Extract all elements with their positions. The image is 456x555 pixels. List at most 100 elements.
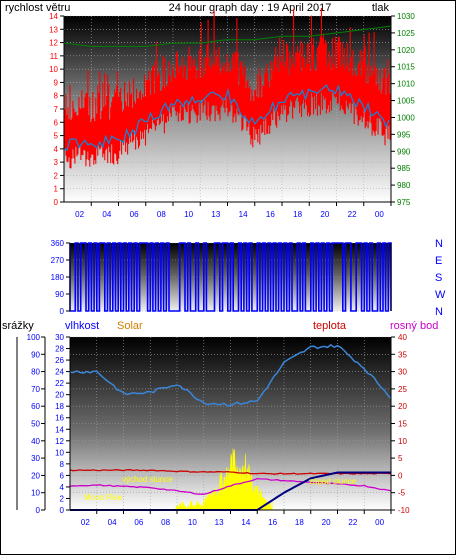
- time-tick-label: 22: [348, 210, 357, 219]
- chart-title: 24 hour graph day : 19 April 2017: [169, 2, 332, 14]
- humidity-tick-label: 20: [31, 471, 40, 480]
- wind-tick-label: 2: [54, 171, 59, 180]
- temp-label: teplota: [313, 320, 347, 332]
- time-tick-label: 13: [215, 518, 224, 527]
- humidity-line: [69, 343, 392, 407]
- wind-tick-label: 8: [54, 92, 59, 101]
- pressure-tick-label: 1015: [397, 63, 415, 72]
- solar-tick-label: 2: [60, 494, 65, 503]
- pressure-line: [63, 25, 392, 47]
- time-tick-label: 18: [293, 210, 302, 219]
- time-tick-label: 10: [184, 210, 193, 219]
- dew-label: rosný bod: [390, 320, 438, 332]
- sunset-annotation: západ slunce: [309, 477, 357, 486]
- temp-tick-label: 15: [398, 420, 407, 429]
- time-tick-label: 20: [322, 518, 331, 527]
- solar-tick-label: 26: [55, 356, 64, 365]
- pressure-tick-label: 1025: [397, 29, 415, 38]
- wind-tick-label: 3: [54, 158, 59, 167]
- time-tick-label: 00: [375, 518, 384, 527]
- humidity-tick-label: 100: [27, 333, 41, 342]
- pressure-tick-label: 980: [397, 181, 411, 190]
- direction-tick-label: 90: [55, 290, 64, 299]
- time-tick-label: 06: [134, 518, 143, 527]
- rain-label: srážky: [2, 320, 34, 332]
- humidity-tick-label: 0: [36, 506, 41, 515]
- pressure-tick-label: 990: [397, 147, 411, 156]
- time-tick-label: 08: [161, 518, 170, 527]
- pressure-tick-label: 975: [397, 198, 411, 207]
- pressure-axis: 975 980 985 990 995 1000 1005 1010 1015 1020 1025 1…: [390, 12, 415, 207]
- time-tick-label: 00: [375, 210, 384, 219]
- temp-tick-label: 35: [398, 350, 407, 359]
- wind-tick-label: 6: [54, 118, 59, 127]
- solar-tick-label: 16: [55, 414, 64, 423]
- solar-tick-label: 4: [60, 483, 65, 492]
- pressure-tick-label: 1010: [397, 80, 415, 89]
- time-tick-label: 13: [211, 210, 220, 219]
- temp-tick-label: 40: [398, 333, 407, 342]
- direction-axis: 0 90 180 270 360: [51, 239, 71, 316]
- humidity-tick-label: 50: [31, 420, 40, 429]
- solar-tick-label: 14: [55, 425, 64, 434]
- compass-label: W: [435, 289, 446, 301]
- solar-tick-label: 10: [55, 448, 64, 457]
- humidity-tick-label: 60: [31, 402, 40, 411]
- direction-line: [69, 242, 392, 312]
- time-tick-label: 16: [268, 518, 277, 527]
- wind-tick-label: 5: [54, 132, 59, 141]
- pressure-tick-label: 1005: [397, 97, 415, 106]
- time-axis-bottom: 02 04 06 08 10 13 14 16 18 20 22 00: [70, 509, 392, 527]
- wind-tick-label: 14: [49, 12, 58, 21]
- humidity-tick-label: 70: [31, 385, 40, 394]
- compass-label: S: [435, 272, 442, 284]
- moonrise-annotation: Moon Rise: [84, 493, 123, 502]
- solar-tick-label: 8: [60, 460, 65, 469]
- time-tick-label: 14: [239, 210, 248, 219]
- compass-label: N: [435, 238, 443, 250]
- time-tick-label: 20: [320, 210, 329, 219]
- temp-tick-label: 5: [398, 454, 403, 463]
- wind-tick-label: 10: [49, 65, 58, 74]
- time-tick-label: 02: [75, 210, 84, 219]
- lower-axes: 0102030405060708090100024681012141618202…: [16, 333, 410, 515]
- solar-tick-label: 24: [55, 368, 64, 377]
- solar-tick-label: 0: [60, 506, 65, 515]
- pressure-tick-label: 1030: [397, 12, 415, 21]
- direction-tick-label: 270: [51, 256, 65, 265]
- solar-tick-label: 30: [55, 333, 64, 342]
- wind-tick-label: 4: [54, 145, 59, 154]
- solar-tick-label: 6: [60, 471, 65, 480]
- wind-tick-label: 9: [54, 78, 59, 87]
- time-tick-label: 14: [241, 518, 250, 527]
- humidity-tick-label: 10: [31, 489, 40, 498]
- wind-tick-label: 0: [54, 198, 59, 207]
- temp-tick-label: -5: [398, 489, 406, 498]
- solar-tick-label: 12: [55, 437, 64, 446]
- pressure-tick-label: 995: [397, 130, 411, 139]
- humidity-tick-label: 30: [31, 454, 40, 463]
- time-tick-label: 18: [295, 518, 304, 527]
- temp-tick-label: 25: [398, 385, 407, 394]
- pressure-tick-label: 985: [397, 164, 411, 173]
- time-axis-top: 02 04 06 08 10 13 14 16 18 20 22 00: [64, 201, 392, 219]
- pressure-axis-label: tlak: [372, 2, 390, 14]
- solar-tick-label: 20: [55, 391, 64, 400]
- temp-tick-label: 30: [398, 368, 407, 377]
- humidity-tick-label: 90: [31, 350, 40, 359]
- pressure-tick-label: 1000: [397, 113, 415, 122]
- direction-tick-label: 360: [51, 239, 65, 248]
- time-tick-label: 08: [157, 210, 166, 219]
- sunrise-annotation: východ slunce: [122, 475, 173, 484]
- solar-tick-label: 28: [55, 345, 64, 354]
- wind-average-line: [63, 84, 390, 152]
- solar-tick-label: 22: [55, 379, 64, 388]
- solar-tick-label: 18: [55, 402, 64, 411]
- time-tick-label: 06: [130, 210, 139, 219]
- time-tick-label: 04: [108, 518, 117, 527]
- time-tick-label: 16: [266, 210, 275, 219]
- solar-label: Solar: [117, 320, 143, 332]
- direction-tick-label: 180: [51, 273, 65, 282]
